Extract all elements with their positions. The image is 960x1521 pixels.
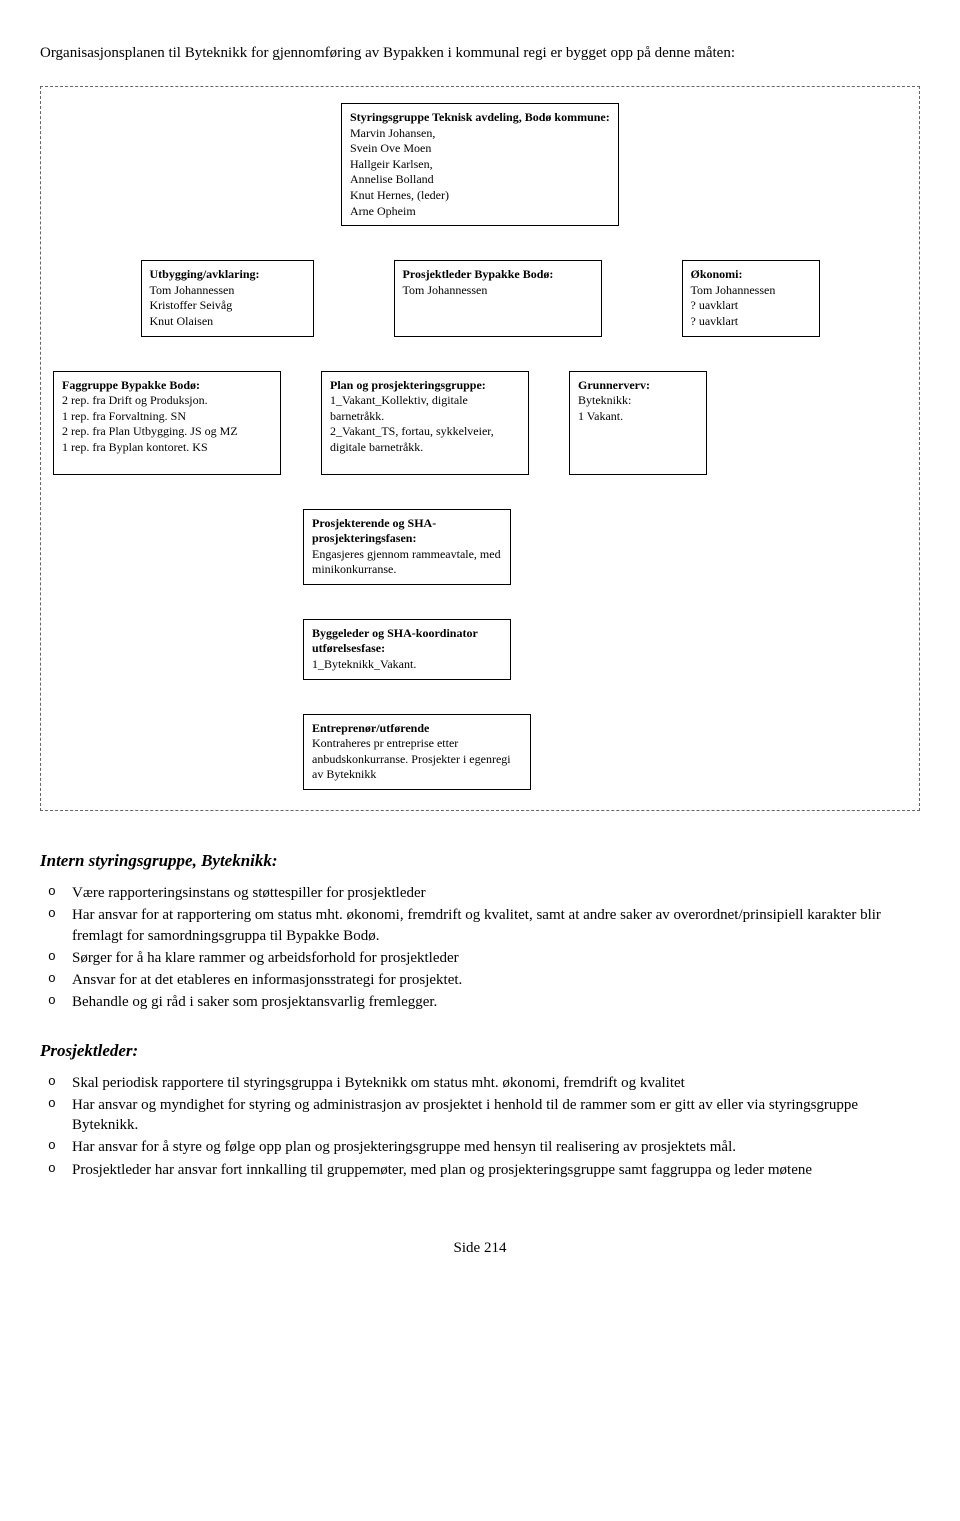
page-footer: Side 214 xyxy=(40,1240,920,1257)
box-title: Byggeleder og SHA-koordinator utførelses… xyxy=(312,626,502,657)
list-item: Har ansvar for å styre og følge opp plan… xyxy=(40,1137,920,1157)
box-line: 2 rep. fra Plan Utbygging. JS og MZ xyxy=(62,424,272,440)
box-line: Tom Johannessen xyxy=(691,283,811,299)
box-title: Grunnerverv: xyxy=(578,378,698,394)
list-styringsgruppe: Være rapporteringsinstans og støttespill… xyxy=(40,883,920,1013)
box-title: Prosjektleder Bypakke Bodø: xyxy=(403,267,593,283)
row-level3: Faggruppe Bypakke Bodø: 2 rep. fra Drift… xyxy=(53,371,907,475)
box-line: ? uavklart xyxy=(691,314,811,330)
box-title: Prosjekterende og SHA-prosjekteringsfase… xyxy=(312,516,502,547)
box-line: Tom Johannessen xyxy=(403,283,593,299)
box-line: Marvin Johansen, xyxy=(350,126,610,142)
org-chart-frame: Styringsgruppe Teknisk avdeling, Bodø ko… xyxy=(40,86,920,811)
list-item: Prosjektleder har ansvar fort innkalling… xyxy=(40,1160,920,1180)
box-line: Knut Hernes, (leder) xyxy=(350,188,610,204)
box-line: Kontraheres pr entreprise etter anbudsko… xyxy=(312,736,522,783)
box-title: Faggruppe Bypakke Bodø: xyxy=(62,378,272,394)
box-utbygging: Utbygging/avklaring: Tom Johannessen Kri… xyxy=(141,260,314,336)
box-styringsgruppe: Styringsgruppe Teknisk avdeling, Bodø ko… xyxy=(341,103,619,226)
box-line: Engasjeres gjennom rammeavtale, med mini… xyxy=(312,547,502,578)
list-item: Behandle og gi råd i saker som prosjekta… xyxy=(40,992,920,1012)
row-level2: Utbygging/avklaring: Tom Johannessen Kri… xyxy=(53,260,907,336)
box-grunnerverv: Grunnerverv: Byteknikk: 1 Vakant. xyxy=(569,371,707,475)
list-item: Ansvar for at det etableres en informasj… xyxy=(40,970,920,990)
box-faggruppe: Faggruppe Bypakke Bodø: 2 rep. fra Drift… xyxy=(53,371,281,475)
heading-prosjektleder: Prosjektleder: xyxy=(40,1041,920,1061)
box-line: 2 rep. fra Drift og Produksjon. xyxy=(62,393,272,409)
list-item: Har ansvar og myndighet for styring og a… xyxy=(40,1095,920,1136)
box-line: 1_Byteknikk_Vakant. xyxy=(312,657,502,673)
intro-paragraph: Organisasjonsplanen til Byteknikk for gj… xyxy=(40,45,920,62)
box-line: 1 Vakant. xyxy=(578,409,698,425)
box-okonomi: Økonomi: Tom Johannessen ? uavklart ? ua… xyxy=(682,260,820,336)
box-prosjekterende: Prosjekterende og SHA-prosjekteringsfase… xyxy=(303,509,511,585)
box-entreprenor: Entreprenør/utførende Kontraheres pr ent… xyxy=(303,714,531,790)
list-item: Har ansvar for at rapportering om status… xyxy=(40,905,920,946)
box-title: Styringsgruppe Teknisk avdeling, Bodø ko… xyxy=(350,110,610,126)
box-line: Tom Johannessen xyxy=(150,283,305,299)
box-line: 1_Vakant_Kollektiv, digitale barnetråkk. xyxy=(330,393,520,424)
box-title: Økonomi: xyxy=(691,267,811,283)
list-item: Være rapporteringsinstans og støttespill… xyxy=(40,883,920,903)
box-title: Plan og prosjekteringsgruppe: xyxy=(330,378,520,394)
box-line: Svein Ove Moen xyxy=(350,141,610,157)
box-line: Kristoffer Seivåg xyxy=(150,298,305,314)
box-title: Entreprenør/utførende xyxy=(312,721,522,737)
box-line: Hallgeir Karlsen, xyxy=(350,157,610,173)
box-byggeleder: Byggeleder og SHA-koordinator utførelses… xyxy=(303,619,511,680)
heading-styringsgruppe: Intern styringsgruppe, Byteknikk: xyxy=(40,851,920,871)
box-line: 1 rep. fra Forvaltning. SN xyxy=(62,409,272,425)
box-prosjektleder: Prosjektleder Bypakke Bodø: Tom Johannes… xyxy=(394,260,602,336)
box-line: Annelise Bolland xyxy=(350,172,610,188)
box-plan: Plan og prosjekteringsgruppe: 1_Vakant_K… xyxy=(321,371,529,475)
box-line: ? uavklart xyxy=(691,298,811,314)
box-line: Byteknikk: xyxy=(578,393,698,409)
box-line: 1 rep. fra Byplan kontoret. KS xyxy=(62,440,272,456)
box-line: Arne Opheim xyxy=(350,204,610,220)
box-title: Utbygging/avklaring: xyxy=(150,267,305,283)
box-line: 2_Vakant_TS, fortau, sykkelveier, digita… xyxy=(330,424,520,455)
box-line: Knut Olaisen xyxy=(150,314,305,330)
list-item: Skal periodisk rapportere til styringsgr… xyxy=(40,1073,920,1093)
list-prosjektleder: Skal periodisk rapportere til styringsgr… xyxy=(40,1073,920,1180)
list-item: Sørger for å ha klare rammer og arbeidsf… xyxy=(40,948,920,968)
